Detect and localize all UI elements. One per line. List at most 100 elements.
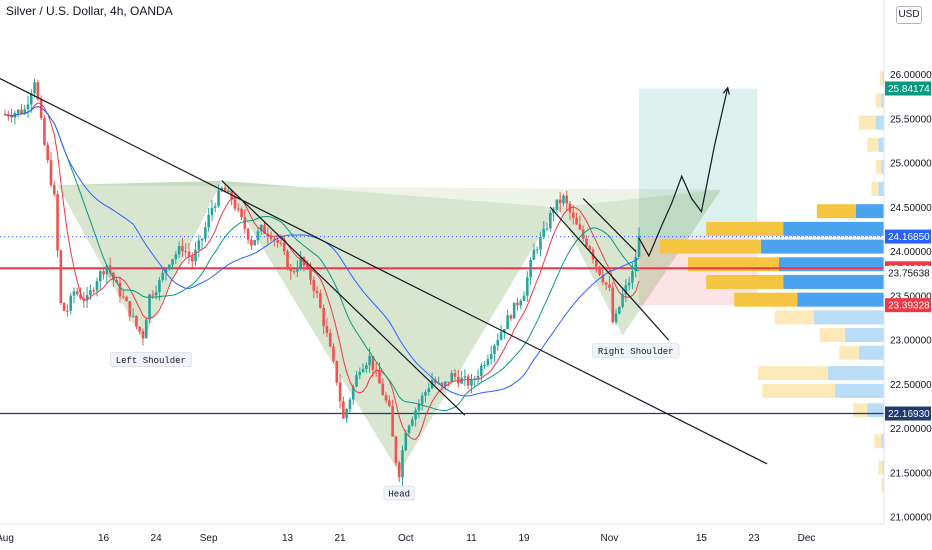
candle-body [512, 302, 516, 319]
volume-profile-up-bar [874, 434, 882, 449]
annotation-label-box[interactable] [109, 351, 192, 367]
candle-body [72, 291, 76, 296]
candle-body [598, 266, 601, 275]
volume-profile-down-bar [783, 221, 884, 236]
candle-body [381, 383, 385, 396]
horizontal-levels[interactable] [0, 236, 884, 415]
candle-body [450, 373, 454, 383]
time-tick-label: 15 [696, 533, 708, 544]
candle-body [187, 251, 191, 257]
candle-body [351, 386, 355, 400]
volume-profile-up-bar [774, 310, 814, 325]
trendlines[interactable] [0, 75, 768, 465]
annotation-right-shoulder[interactable]: Right Shoulder [598, 347, 674, 357]
candle-body [29, 93, 33, 105]
projected-path[interactable] [638, 86, 730, 258]
trendline-3[interactable] [549, 206, 670, 341]
candle-body [309, 267, 312, 280]
candle-body [627, 282, 631, 286]
candle-body [637, 236, 641, 258]
candle-body [210, 207, 214, 215]
candle-body [608, 284, 611, 288]
candle-body [397, 462, 401, 478]
time-tick-label: Nov [601, 533, 619, 544]
projection-line[interactable] [638, 87, 729, 258]
candle-body [240, 208, 243, 218]
candle-body [453, 373, 457, 377]
candle-body [273, 238, 276, 240]
candle-body [529, 260, 532, 278]
projection-arrowhead[interactable] [722, 86, 730, 95]
candle-body [92, 290, 95, 292]
time-tick-label: 16 [98, 533, 110, 544]
candle-body [486, 359, 490, 365]
long-position-profit-zone[interactable] [639, 88, 758, 237]
head-and-shoulders-pattern[interactable] [57, 180, 722, 473]
candle-body [125, 296, 128, 302]
candle-body [539, 236, 542, 250]
candle-body [62, 302, 66, 311]
chart-title: Silver / U.S. Dollar, 4h, OANDA [6, 4, 173, 18]
candle-body [572, 212, 575, 218]
candle-body [207, 214, 210, 228]
annotation-label-box[interactable] [592, 343, 680, 359]
candle-body [361, 368, 365, 372]
candle-body [223, 187, 227, 193]
candle-body [181, 246, 184, 252]
neckline-band[interactable] [57, 180, 722, 208]
time-tick-label: Oct [398, 533, 414, 544]
price-tick-label: 26.00000 [890, 70, 932, 81]
candle-body [118, 282, 122, 297]
pattern-annotations[interactable]: Left Shoulder Head Right Shoulder [109, 343, 680, 501]
candle-body [59, 250, 63, 303]
trendline-2[interactable] [221, 180, 466, 416]
candle-body [305, 265, 309, 268]
candle-body [167, 264, 171, 270]
candle-body [253, 240, 256, 246]
candle-body [434, 380, 437, 383]
candle-body [338, 382, 342, 402]
candle-body [286, 251, 289, 270]
trendline-1[interactable] [0, 75, 768, 465]
candle-body [148, 294, 151, 320]
price-axis[interactable]: 21.00000 21.50000 22.00000 22.50000 23.00000… [883, 0, 932, 524]
volume-profile-up-bar [853, 403, 868, 418]
price-tag-label: 23.39328 [888, 301, 930, 312]
price-tick-label: 22.50000 [890, 380, 932, 391]
time-tick-label: Sep [200, 533, 218, 544]
candle-body [236, 208, 240, 210]
left-shoulder-triangle[interactable] [57, 180, 222, 340]
candle-body [194, 249, 197, 262]
candle-body [506, 315, 509, 330]
time-axis[interactable]: Aug 16 24 Sep 13 21 Oct 11 19 Nov 15 23 Dec [0, 523, 932, 550]
annotation-head[interactable]: Head [388, 490, 410, 500]
time-tick-label: Dec [798, 533, 816, 544]
candle-body [89, 290, 92, 296]
candle-body [322, 307, 325, 327]
candle-body [75, 291, 79, 295]
candle-body [604, 282, 608, 285]
volume-profile-down-bar [878, 137, 884, 152]
candle-body [312, 279, 316, 291]
price-tick-label: 25.50000 [890, 114, 932, 125]
trendline-4[interactable] [582, 197, 637, 252]
volume-profile-down-bar [881, 434, 884, 449]
candle-body [404, 432, 408, 451]
candle-body [26, 104, 30, 110]
candle-body [542, 228, 546, 237]
candle-body [480, 365, 483, 376]
candle-body [171, 259, 174, 265]
candle-body [601, 274, 605, 283]
right-shoulder-triangle[interactable] [556, 189, 722, 336]
candle-body [447, 381, 450, 383]
currency-button[interactable]: USD [896, 6, 922, 24]
annotation-left-shoulder[interactable]: Left Shoulder [116, 356, 186, 366]
candle-body [558, 199, 562, 204]
candle-body [355, 375, 358, 387]
head-triangle[interactable] [221, 180, 557, 473]
price-tick-label: 24.00000 [890, 247, 932, 258]
candle-body [36, 82, 40, 100]
annotation-label-box[interactable] [383, 485, 415, 501]
candle-body [401, 450, 404, 478]
